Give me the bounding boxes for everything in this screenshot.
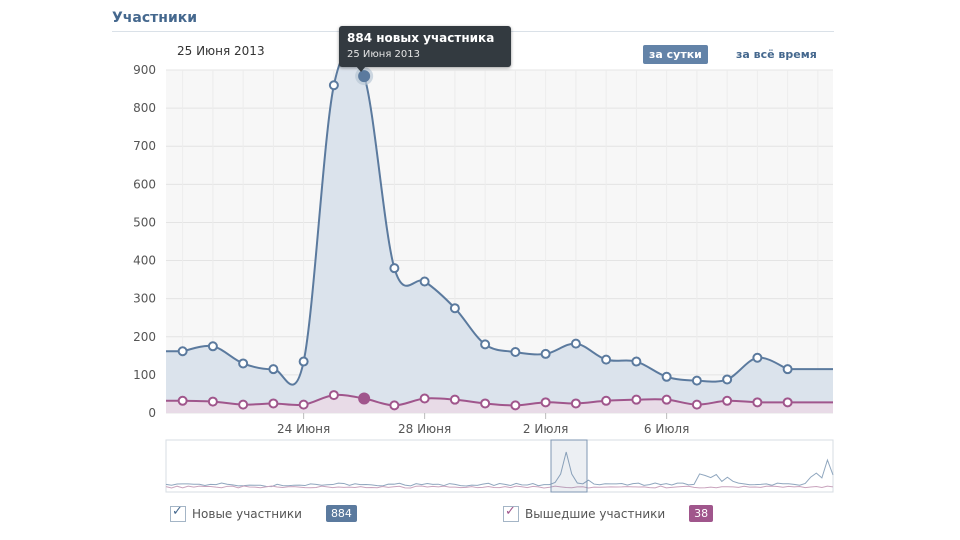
data-point [722,395,733,406]
data-point [298,399,309,410]
data-point [631,356,642,367]
new-members-count-badge: 884 [325,505,357,522]
tooltip-date: 25 Июня 2013 [347,49,420,60]
x-tick-label: 6 Июля [644,422,689,436]
data-point [268,398,279,409]
data-point [601,395,612,406]
data-point [238,358,249,369]
data-point [238,399,249,410]
data-point [449,394,460,405]
legend-left-members-label: Вышедшие участники [525,506,666,521]
y-tick-label: 0 [148,406,156,420]
data-point [782,364,793,375]
data-point [540,348,551,359]
data-point [328,390,339,401]
data-point [752,397,763,408]
y-tick-label: 100 [133,368,156,382]
data-point [480,398,491,409]
data-point [631,394,642,405]
data-point [389,400,400,411]
y-tick-label: 900 [133,63,156,77]
data-point [177,346,188,357]
tooltip-arrow [356,66,366,72]
data-point [570,338,581,349]
y-tick-label: 200 [133,330,156,344]
data-point [298,356,309,367]
selected-date: 25 Июня 2013 [177,44,265,58]
data-point [661,371,672,382]
x-tick-label: 28 Июня [398,422,451,436]
x-tick-label: 24 Июня [277,422,330,436]
overview-line-left [165,485,834,489]
legend-left-members[interactable]: ✓ Вышедшие участники 38 [503,504,714,522]
new-members-checkbox[interactable]: ✓ [170,504,186,522]
data-tooltip: 884 новых участника 25 Июня 2013 [339,26,511,67]
data-point [540,397,551,408]
series-area [166,51,833,414]
data-point [419,276,430,287]
data-point [268,364,279,375]
data-point [510,347,521,358]
data-point [328,80,339,91]
data-point [782,397,793,408]
section-title: Участники [112,10,198,26]
data-point [449,303,460,314]
data-point [752,352,763,363]
overview-selection [550,439,588,493]
y-tick-label: 600 [133,177,156,191]
period-day-button[interactable]: за сутки [643,45,708,64]
data-point [389,263,400,274]
data-point [691,399,702,410]
x-tick-label: 2 Июля [523,422,568,436]
x-axis-band [166,413,833,439]
y-tick-label: 300 [133,292,156,306]
left-members-checkbox[interactable]: ✓ [503,504,519,522]
tooltip-title: 884 новых участника [347,31,495,45]
y-tick-label: 700 [133,139,156,153]
data-point [661,394,672,405]
overview-line [165,451,834,488]
data-point [207,341,218,352]
y-tick-label: 800 [133,101,156,115]
data-point [177,395,188,406]
y-tick-label: 400 [133,254,156,268]
y-tick-label: 500 [133,215,156,229]
period-all-time-button[interactable]: за всё время [736,48,817,61]
data-point [207,396,218,407]
data-point [510,400,521,411]
overview-frame [165,439,834,493]
data-point [480,339,491,350]
data-point [722,374,733,385]
left-members-count-badge: 38 [689,505,714,522]
legend-new-members-label: Новые участники [192,506,302,521]
data-point [419,393,430,404]
data-point [601,354,612,365]
data-point [691,375,702,386]
highlight-point [358,392,371,405]
highlight-point [358,70,371,83]
legend-new-members[interactable]: ✓ Новые участники 884 [170,504,357,522]
data-point [570,398,581,409]
